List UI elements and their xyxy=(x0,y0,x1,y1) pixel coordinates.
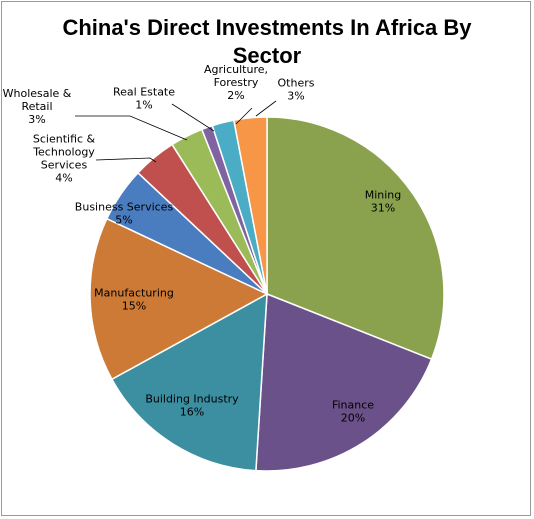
slice-label-line: Mining xyxy=(365,189,402,202)
slice-label-line: Wholesale & xyxy=(3,87,72,100)
leader-line xyxy=(235,107,253,125)
slice-label: Real Estate 1% xyxy=(113,86,175,112)
slice-label-line: Services xyxy=(41,159,88,172)
slice-label: Agriculture, Forestry 2% xyxy=(204,63,268,102)
slice-label-line: 3% xyxy=(28,113,45,126)
pie-slice-manufacturing xyxy=(89,217,269,381)
slice-label-line: Business Services xyxy=(75,201,174,214)
slice-label-line: Forestry xyxy=(214,76,259,89)
slice-label-line: 31% xyxy=(371,202,395,215)
leader-line xyxy=(75,115,188,141)
slice-label-line: Building Industry xyxy=(145,393,239,406)
pie-slice-mining xyxy=(266,116,445,361)
leader-line xyxy=(171,103,215,132)
slice-label: Mining 31% xyxy=(365,189,402,215)
slice-label-line: Technology xyxy=(32,146,95,159)
pie-slice-building-industry xyxy=(110,292,268,472)
slice-label: Scientific & Technology Services 4% xyxy=(32,133,95,185)
slice-label: Wholesale & Retail 3% xyxy=(3,87,72,126)
slice-label: Business Services 5% xyxy=(75,201,174,227)
slice-label-line: Others xyxy=(278,77,315,90)
slice-label-line: Retail xyxy=(21,100,52,113)
pie-slice-others xyxy=(232,116,268,295)
slice-label-line: 2% xyxy=(227,89,244,102)
slice-label-line: Manufacturing xyxy=(94,287,174,300)
leader-line xyxy=(95,157,157,163)
slice-label-line: 16% xyxy=(180,406,204,419)
slice-label-line: 15% xyxy=(122,300,146,313)
slice-label-line: 3% xyxy=(287,90,304,103)
slice-label-line: 4% xyxy=(55,172,72,185)
slice-label: Manufacturing 15% xyxy=(94,287,174,313)
slice-label-line: 20% xyxy=(341,412,365,425)
slice-label-line: 1% xyxy=(135,99,152,112)
pie-slice-finance xyxy=(255,292,433,472)
chart-title-line-2: Sector xyxy=(232,43,302,68)
slice-label-line: Finance xyxy=(332,399,374,412)
slice-label-line: Agriculture, xyxy=(204,63,268,76)
slice-label: Finance 20% xyxy=(332,399,374,425)
slice-label: Building Industry 16% xyxy=(145,393,239,419)
chart-title-line-1: China's Direct Investments In Africa By xyxy=(62,15,472,40)
slice-label-line: Real Estate xyxy=(113,86,175,99)
leader-line xyxy=(255,100,277,117)
chart-title: China's Direct Investments In Africa By … xyxy=(0,14,534,70)
slice-label-line: Scientific & xyxy=(33,133,96,146)
slice-label: Others 3% xyxy=(278,77,315,103)
slice-label-line: 5% xyxy=(115,214,132,227)
